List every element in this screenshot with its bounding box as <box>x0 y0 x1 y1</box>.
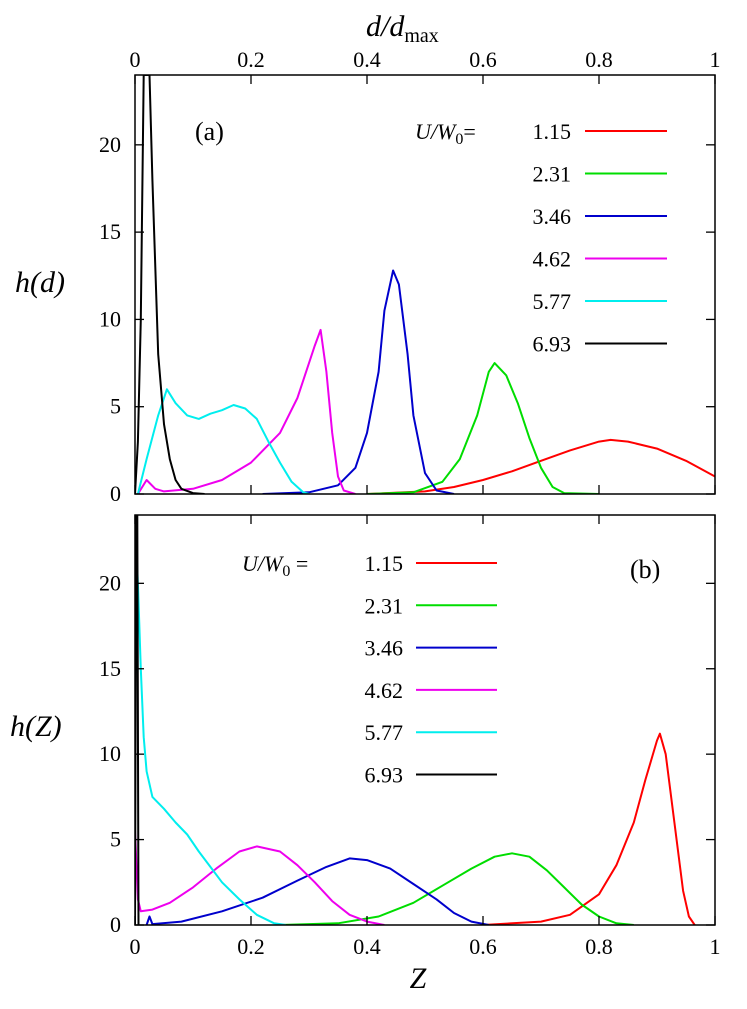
legend-prefix-equals: = <box>463 119 475 144</box>
x-tick-label-top: 0.6 <box>469 47 497 72</box>
legend-label-5-77: 5.77 <box>533 289 572 314</box>
plot-frame <box>134 74 716 495</box>
x-tick-label: 0.6 <box>469 934 497 959</box>
legend-label-2-31: 2.31 <box>533 162 572 187</box>
y-tick-label: 5 <box>110 394 121 419</box>
series-line-2-31 <box>279 852 634 925</box>
y-tick-label: 20 <box>99 570 121 595</box>
top-x-axis-label: d/dmax <box>366 10 439 47</box>
series-line-4-62 <box>137 328 356 494</box>
legend-prefix-equals: = <box>290 551 308 576</box>
legend-label-3-46: 3.46 <box>365 636 404 661</box>
x-tick-label-top: 0.8 <box>585 47 613 72</box>
series-line-5-77 <box>135 515 286 925</box>
legend-label-3-46: 3.46 <box>533 204 572 229</box>
series-line-1-15 <box>482 732 696 925</box>
series-line-3-46 <box>262 269 455 494</box>
legend-label-1-15: 1.15 <box>533 119 572 144</box>
legend-label-5-77: 5.77 <box>365 720 404 745</box>
y-tick-label: 20 <box>99 132 121 157</box>
x-tick-label: 0.4 <box>353 934 381 959</box>
top-x-axis-label-subscript: max <box>404 25 438 47</box>
legend: 1.15 2.31 3.46 4.62 5.77 6.93 U/W0 = <box>242 551 497 788</box>
x-tick-label-top: 0.4 <box>353 47 381 72</box>
series-line-5-77 <box>136 388 310 494</box>
legend-prefix: U/W0= <box>415 119 476 148</box>
legend: 1.15 2.31 3.46 4.62 5.77 6.93 U/W0= <box>415 119 667 357</box>
series-line-3-46 <box>145 857 489 925</box>
legend-label-2-31: 2.31 <box>365 593 404 618</box>
plot-frame <box>134 514 716 926</box>
legend-label-1-15: 1.15 <box>365 551 404 576</box>
y-tick-label: 10 <box>99 741 121 766</box>
y-axis-label: h(d) <box>15 266 65 299</box>
panel-tag: (a) <box>195 117 224 146</box>
series-line-1-15 <box>366 438 715 494</box>
legend-label-4-62: 4.62 <box>533 247 572 272</box>
x-tick-label-top: 1 <box>710 47 721 72</box>
x-tick-label-top: 0.2 <box>237 47 265 72</box>
legend-prefix-subscript: 0 <box>282 563 290 580</box>
x-tick-label: 0.2 <box>237 934 265 959</box>
y-tick-label: 0 <box>110 912 121 937</box>
x-axis-label: Z <box>410 962 427 995</box>
y-tick-label: 10 <box>99 306 121 331</box>
x-tick-label: 1 <box>710 934 721 959</box>
y-axis-label: h(Z) <box>10 710 62 743</box>
legend-label-6-93: 6.93 <box>365 763 404 788</box>
x-tick-label: 0.8 <box>585 934 613 959</box>
x-tick-label: 0 <box>130 934 141 959</box>
series-line-2-31 <box>366 362 600 494</box>
panel-b: 0 0.2 0.4 0.6 0.8 105101520h(Z)Z(b)1.152.313.… <box>10 514 721 995</box>
legend-label-4-62: 4.62 <box>365 678 404 703</box>
y-tick-label: 0 <box>110 481 121 506</box>
x-tick-label-top: 0 <box>130 47 141 72</box>
y-tick-label: 15 <box>99 219 121 244</box>
legend-prefix-subscript: 0 <box>455 131 463 148</box>
panel-tag: (b) <box>630 555 660 584</box>
legend-prefix: U/W0 = <box>242 551 308 580</box>
y-tick-label: 15 <box>99 656 121 681</box>
legend-label-6-93: 6.93 <box>533 332 572 357</box>
series-line-4-62 <box>135 830 385 925</box>
y-tick-label: 5 <box>110 827 121 852</box>
